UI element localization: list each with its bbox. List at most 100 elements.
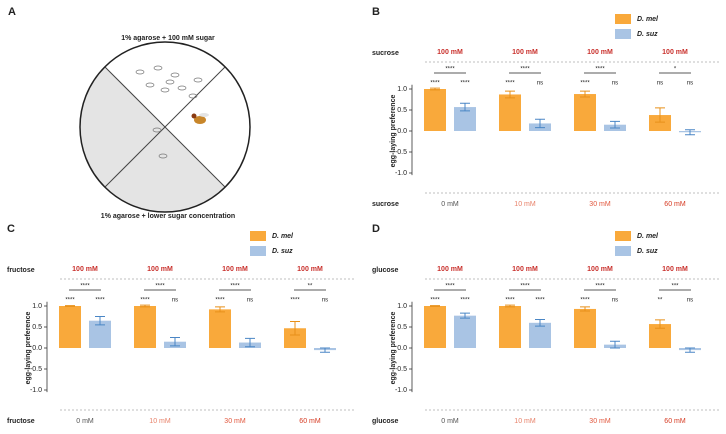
fly [191, 113, 209, 124]
top-category: 100 mM [512, 49, 538, 56]
significance: **** [215, 298, 225, 304]
top-category: 100 mM [512, 266, 538, 273]
error-bar [655, 107, 665, 123]
significance: **** [580, 81, 590, 87]
significance: **** [430, 81, 440, 87]
top-category: 100 mM [297, 266, 323, 273]
y-tick-label: -0.5 [30, 366, 42, 373]
x-tick-label: 60 mM [299, 418, 321, 425]
top-category: 100 mM [147, 266, 173, 273]
bar [209, 309, 231, 348]
legend-label: D. mel [637, 233, 659, 240]
y-tick-label: 0.0 [397, 345, 407, 352]
y-tick-label: 0.5 [397, 107, 407, 114]
top-label: glucose [372, 267, 399, 274]
significance: **** [580, 298, 590, 304]
top-category: 100 mM [662, 266, 688, 273]
y-tick-label: 1.0 [32, 303, 42, 310]
significance: ns [687, 298, 693, 304]
legend-swatch [250, 246, 266, 256]
y-tick-label: 1.0 [397, 86, 407, 93]
error-bar [460, 312, 470, 319]
legend-label: D. suz [637, 248, 658, 255]
x-tick-label: 0 mM [76, 418, 94, 425]
bar [59, 306, 81, 348]
y-axis-label: egg-laying preference [25, 312, 32, 385]
x-tick-label: 0 mM [441, 201, 459, 208]
comparison-label: * [674, 67, 677, 73]
bar [89, 320, 111, 348]
bar [284, 328, 306, 348]
top-label: fructose [7, 267, 35, 274]
significance: ns [612, 81, 618, 87]
error-bar [685, 129, 695, 136]
x-tick-label: 30 mM [589, 418, 611, 425]
top-label: sucrose [372, 50, 399, 57]
top-category: 100 mM [662, 49, 688, 56]
bar [574, 308, 596, 348]
panel-letter: D [372, 223, 380, 235]
error-bar [610, 340, 620, 349]
top-category: 100 mM [587, 49, 613, 56]
top-text: 1% agarose + 100 mM sugar [121, 35, 215, 42]
error-bar [430, 305, 440, 307]
y-tick-label: 1.0 [397, 303, 407, 310]
significance: ns [612, 298, 618, 304]
significance: ns [657, 81, 663, 87]
y-tick-label: 0.0 [32, 345, 42, 352]
legend-swatch [615, 231, 631, 241]
bar [574, 94, 596, 131]
significance: ns [322, 298, 328, 304]
significance: **** [505, 298, 515, 304]
bar [529, 322, 551, 348]
top-category: 100 mM [222, 266, 248, 273]
error-bar [245, 337, 255, 348]
legend-swatch [250, 231, 266, 241]
error-bar [460, 102, 470, 112]
comparison-label: **** [155, 284, 165, 290]
legend-label: D. suz [272, 248, 293, 255]
x-tick-label: 60 mM [664, 418, 686, 425]
error-bar [505, 90, 515, 99]
panel-a: A 1% agarose + 100 mM sugar 1% agarose +… [8, 6, 251, 220]
y-axis-label: egg-laying preference [390, 95, 397, 168]
significance: ns [687, 81, 693, 87]
y-tick-label: -1.0 [30, 387, 42, 394]
legend-swatch [615, 29, 631, 39]
x-tick-label: 60 mM [664, 201, 686, 208]
error-bar [430, 87, 440, 91]
bar [134, 306, 156, 348]
y-tick-label: -0.5 [395, 149, 407, 156]
comparison-label: **** [445, 67, 455, 73]
legend-swatch [615, 246, 631, 256]
significance: ** [658, 298, 663, 304]
bar [499, 306, 521, 348]
chart: D D. mel D. suz glucose glucose 100 mM 100 mM 1… [372, 223, 720, 425]
bottom-label: fructose [7, 418, 35, 425]
x-tick-label: 10 mM [514, 418, 536, 425]
top-category: 100 mM [587, 266, 613, 273]
significance: ns [247, 298, 253, 304]
error-bar [535, 118, 545, 129]
significance: **** [535, 298, 545, 304]
error-bar [320, 347, 330, 353]
error-bar [580, 90, 590, 98]
comparison-label: **** [595, 284, 605, 290]
legend-swatch [615, 14, 631, 24]
eggs [135, 65, 203, 159]
y-axis-label: egg-laying preference [390, 312, 397, 385]
error-bar [535, 318, 545, 327]
comparison-label: **** [520, 67, 530, 73]
error-bar [655, 319, 665, 329]
error-bar [140, 304, 150, 308]
comparison-label: *** [671, 284, 679, 290]
significance: **** [65, 298, 75, 304]
panel-letter: B [372, 6, 380, 18]
legend-label: D. mel [272, 233, 294, 240]
x-tick-label: 0 mM [441, 418, 459, 425]
bottom-label: sucrose [372, 201, 399, 208]
x-tick-label: 10 mM [514, 201, 536, 208]
comparison-label: **** [445, 284, 455, 290]
bar [649, 115, 671, 131]
